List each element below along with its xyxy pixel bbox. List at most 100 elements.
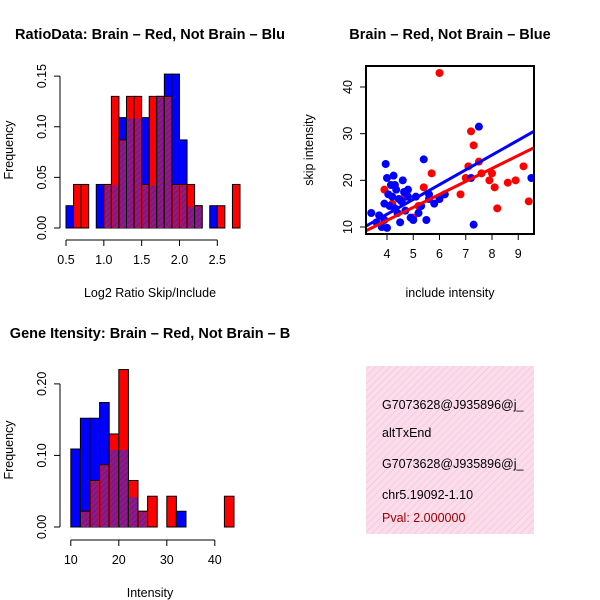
overlap-bar (91, 481, 99, 527)
brain-point (493, 204, 502, 213)
info-box: G7073628@J935896@j_ altTxEnd G7073628@J9… (366, 366, 534, 534)
not-brain-point (390, 181, 399, 189)
overlap-bar (142, 185, 149, 228)
intensity-histogram-axes: 10 20 30 40 0.00 0.10 0.20 (35, 372, 222, 567)
not-brain-bar (70, 448, 81, 528)
ratio-histogram-ylabel: Frequency (2, 120, 16, 180)
brain-point (485, 176, 494, 185)
y-tick-label: 40 (341, 80, 355, 94)
intensity-scatter-panel: Brain – Red, Not Brain – Blue 4 5 6 7 8 9 10 20… (302, 27, 551, 300)
x-tick-label: 5 (410, 247, 417, 261)
x-tick-label: 20 (112, 553, 126, 567)
ratio-histogram-axes: 0.5 1.0 1.5 2.0 2.5 0.00 0.05 0.10 0.15 (35, 64, 226, 267)
brain-point (467, 127, 475, 136)
not-brain-point (381, 160, 390, 168)
not-brain-point (409, 216, 418, 224)
not-brain-point (367, 209, 376, 217)
brain-bar (223, 495, 235, 528)
info-box-pval: Pval: 2.000000 (382, 511, 465, 525)
not-brain-bar (175, 510, 187, 528)
ratio-histogram-xlabel: Log2 Ratio Skip/Include (84, 286, 216, 300)
x-tick-label: 40 (208, 553, 222, 567)
x-tick-label: 6 (436, 247, 443, 261)
overlap-bar (119, 140, 126, 228)
intensity-histogram-title: Gene Itensity: Brain – Red, Not Brain – … (10, 326, 290, 342)
overlap-bar (81, 512, 89, 527)
intensity-histogram-panel: Gene Itensity: Brain – Red, Not Brain – … (2, 326, 290, 600)
x-tick-label: 2.0 (171, 253, 188, 267)
info-box-background (366, 366, 534, 534)
overlap-bar (100, 465, 109, 527)
brain-point (488, 169, 496, 178)
x-tick-label: 10 (64, 553, 78, 567)
x-tick-label: 2.5 (209, 253, 226, 267)
brain-point (456, 190, 465, 199)
brain-point (524, 197, 533, 206)
ratio-histogram-bars (65, 73, 241, 229)
not-brain-point (414, 209, 423, 217)
intensity-scatter-xlabel: include intensity (406, 286, 496, 300)
y-tick-label: 0.10 (35, 443, 49, 467)
intensity-scatter-ylabel: skip intensity (302, 113, 316, 185)
brain-point (427, 169, 436, 178)
overlap-bar (139, 512, 147, 527)
x-tick-label: 8 (489, 247, 496, 261)
y-tick-label: 0.00 (35, 515, 49, 539)
y-tick-label: 0.20 (35, 372, 49, 396)
x-tick-label: 1.0 (95, 253, 112, 267)
not-brain-point (422, 216, 431, 224)
brain-bar (80, 183, 90, 229)
brain-point (519, 162, 528, 171)
brain-bar (166, 495, 177, 528)
ratio-histogram-title: RatioData: Brain – Red, Not Brain – Blu (15, 27, 285, 43)
info-box-line-2: altTxEnd (382, 426, 431, 440)
overlap-bar (165, 97, 171, 228)
intensity-histogram-xlabel: Intensity (127, 586, 174, 600)
brain-point (490, 183, 499, 192)
overlap-bar (119, 450, 128, 527)
y-tick-label: 0.10 (35, 115, 49, 139)
not-brain-point (469, 220, 478, 229)
not-brain-point (404, 185, 412, 194)
brain-bar (147, 495, 158, 528)
overlap-bar (127, 118, 134, 228)
not-brain-point (474, 122, 483, 131)
not-brain-point (389, 171, 398, 180)
intensity-scatter-plot (365, 65, 535, 235)
x-tick-label: 0.5 (57, 253, 74, 267)
brain-point (469, 141, 478, 150)
not-brain-point (383, 223, 391, 232)
x-tick-label: 9 (515, 247, 522, 261)
brain-bar (216, 205, 226, 229)
overlap-bar (195, 206, 202, 228)
overlap-bar (180, 185, 187, 228)
overlap-bar (110, 450, 118, 527)
x-tick-label: 1.5 (133, 253, 150, 267)
brain-point (419, 183, 428, 192)
overlap-bar (188, 206, 194, 228)
y-tick-label: 30 (341, 127, 355, 141)
brain-point (435, 69, 444, 77)
intensity-scatter-axes: 4 5 6 7 8 9 10 20 30 40 (341, 80, 522, 261)
y-tick-label: 0.00 (35, 216, 49, 240)
intensity-scatter-title: Brain – Red, Not Brain – Blue (349, 27, 550, 43)
overlap-bar (129, 497, 137, 527)
not-brain-bar (95, 183, 105, 229)
info-box-line-4: chr5.19092-1.10 (382, 488, 473, 502)
x-tick-label: 4 (384, 247, 391, 261)
info-box-line-3: G7073628@J935896@j_ (382, 457, 525, 471)
not-brain-point (398, 176, 407, 185)
y-tick-label: 0.05 (35, 165, 49, 189)
not-brain-point (396, 218, 405, 227)
info-box-line-1: G7073628@J935896@j_ (382, 398, 525, 412)
not-brain-point (404, 192, 412, 201)
not-brain-point (430, 199, 439, 208)
not-brain-point (419, 155, 428, 164)
x-tick-label: 30 (160, 553, 174, 567)
brain-point (503, 178, 512, 187)
not-brain-point (383, 174, 391, 182)
not-brain-point (388, 192, 397, 201)
overlap-bar (157, 97, 164, 228)
not-brain-fit-line (366, 130, 534, 228)
